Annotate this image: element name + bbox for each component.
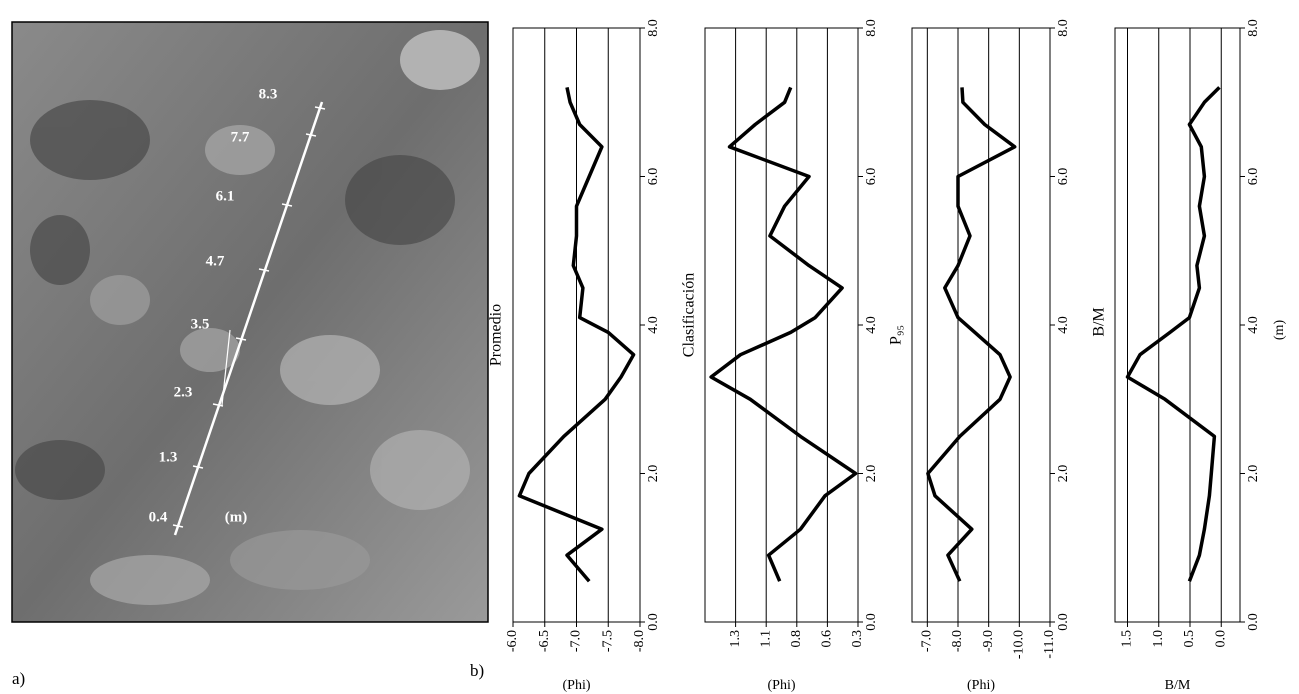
y-tick-label: -10.0: [1012, 630, 1027, 659]
chart-title: B/M: [1091, 307, 1108, 336]
scale-label: 2.3: [174, 384, 193, 400]
x-tick-label: 4.0: [1056, 316, 1071, 334]
x-tick-label: 6.0: [1246, 168, 1261, 186]
scale-label: 7.7: [231, 129, 250, 145]
x-tick-label: 4.0: [864, 316, 879, 334]
y-tick-label: 1.1: [758, 630, 773, 648]
y-tick-label: -7.5: [600, 630, 615, 652]
y-tick-label: 1.0: [1151, 630, 1166, 648]
y-tick-label: -7.0: [569, 630, 584, 652]
y-tick-label: 0.8: [789, 630, 804, 648]
y-tick-label: -8.0: [632, 630, 647, 652]
plot-frame: [704, 27, 859, 623]
x-tick-label: 4.0: [1246, 316, 1261, 334]
profile-line: [926, 87, 1017, 582]
x-tick-label: 2.0: [1246, 465, 1261, 483]
y-tick-label: -7.0: [920, 630, 935, 652]
scale-tick: [235, 337, 247, 341]
scale-line: [173, 101, 324, 536]
scale-tick: [281, 203, 293, 207]
x-tick-label: 6.0: [864, 168, 879, 186]
y-axis-label: (Phi): [563, 678, 591, 693]
x-tick-label: 0.0: [1056, 613, 1071, 631]
scale-tick: [172, 524, 184, 528]
figure-label: b): [470, 661, 484, 680]
x-tick-label: 2.0: [646, 465, 661, 483]
scale-tick: [305, 133, 317, 137]
y-tick-label: 1.5: [1120, 630, 1135, 648]
y-tick-label: -9.0: [981, 630, 996, 652]
y-tick-label: 1.3: [728, 630, 743, 648]
chart-title: P₉₅: [888, 325, 905, 345]
y-axis-label: B/M: [1165, 678, 1191, 693]
scale-label: 6.1: [216, 188, 235, 204]
charts: -6.0 -6.5 -7.0 -7.5 -8.00.02.04.06.08.0Prome…: [488, 19, 1288, 693]
x-tick-label: 2.0: [864, 465, 879, 483]
y-tick-label: 0.0: [1213, 630, 1228, 648]
x-tick-label: 8.0: [1056, 19, 1071, 37]
y-axis-label: (Phi): [967, 678, 995, 693]
y-tick-label: -11.0: [1042, 630, 1057, 659]
scale-tick: [192, 465, 204, 469]
x-tick-label: 8.0: [864, 19, 879, 37]
y-tick-label: -6.5: [537, 630, 552, 652]
x-tick-label: 0.0: [1246, 613, 1261, 631]
scale-label: 4.7: [206, 253, 225, 269]
scale-label: 0.4: [149, 509, 168, 525]
scale-label: 8.3: [259, 86, 278, 102]
profile-line: [709, 86, 858, 582]
x-axis-label: (m): [1272, 320, 1287, 341]
x-tick-label: 0.0: [646, 613, 661, 631]
chart-title: Promedio: [488, 304, 505, 366]
x-tick-label: 4.0: [646, 316, 661, 334]
y-tick-label: 0.5: [1182, 630, 1197, 648]
x-tick-label: 2.0: [1056, 465, 1071, 483]
plot-frame: [911, 27, 1051, 623]
scale-tick: [258, 268, 270, 272]
y-tick-label: 0.6: [820, 630, 835, 648]
x-tick-label: 6.0: [646, 168, 661, 186]
profile-line: [1125, 86, 1221, 582]
x-tick-label: 6.0: [1056, 168, 1071, 186]
x-tick-label: 8.0: [646, 19, 661, 37]
scale-label: 3.5: [191, 316, 210, 332]
rock-texture: [15, 30, 480, 605]
x-tick-label: 0.0: [864, 613, 879, 631]
y-tick-label: -8.0: [950, 630, 965, 652]
y-tick-label: -6.0: [505, 630, 520, 652]
scale-tick: [212, 403, 224, 407]
photo-label: a): [12, 669, 25, 688]
y-axis-label: (Phi): [768, 678, 796, 693]
scale-unit: (m): [225, 509, 248, 525]
scale-label: 1.3: [159, 449, 178, 465]
photo: 0.4 1.3 2.3 3.5 4.7 6.1 7.7 8.3 (m): [11, 21, 489, 623]
profile-line: [517, 87, 636, 583]
leader-line: [221, 329, 231, 406]
y-tick-label: 0.3: [850, 630, 865, 648]
scale-tick: [314, 106, 326, 110]
x-tick-label: 8.0: [1246, 19, 1261, 37]
chart-title: Clasificación: [681, 273, 698, 357]
